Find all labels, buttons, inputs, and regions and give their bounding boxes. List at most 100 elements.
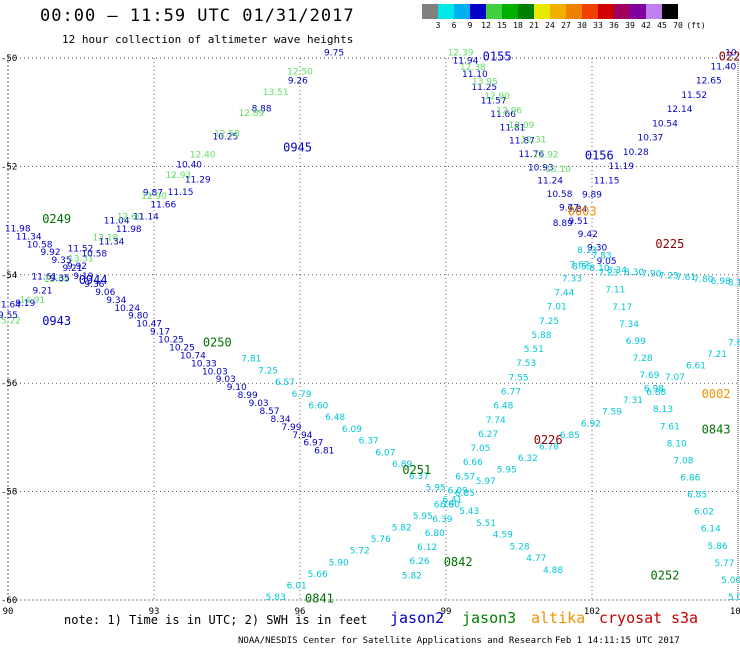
wave-height-value: 10.54 <box>652 119 678 129</box>
wave-height-value: 5.95 <box>497 466 517 476</box>
wave-height-value: 7.80 <box>693 275 713 285</box>
wave-height-value: 12.38 <box>460 63 486 73</box>
wave-height-value: 5.90 <box>329 558 349 568</box>
wave-height-value: 7.07 <box>665 373 685 383</box>
wave-height-value: 7.17 <box>612 303 632 313</box>
wave-height-value: 5.04 <box>728 593 740 603</box>
wave-height-value: 9.03 <box>249 399 269 409</box>
wave-height-value: 9.19 <box>15 299 35 309</box>
colorbar-swatch <box>454 4 470 19</box>
wave-height-value: 11.14 <box>133 213 159 223</box>
wave-height-value: 10.58 <box>547 190 573 200</box>
pass-time-label: 0249 <box>42 212 71 226</box>
pass-time-label: 0943 <box>42 314 71 328</box>
wave-height-value: 12.09 <box>509 121 535 131</box>
wave-height-value: 6.09 <box>342 425 362 435</box>
wave-height-value: 5.82 <box>392 524 412 534</box>
colorbar-swatch <box>534 4 550 19</box>
wave-height-value: 11.40 <box>711 63 737 73</box>
wave-height-value: 6.32 <box>518 454 538 464</box>
wave-height-value: 5.88 <box>531 331 551 341</box>
wave-height-value: 12.92 <box>533 150 559 160</box>
wave-height-value: 8.13 <box>577 246 597 256</box>
wave-height-value: 9.35 <box>52 256 72 266</box>
wave-height-value: 6.39 <box>432 515 452 525</box>
pass-time-label: 0003 <box>568 204 597 218</box>
wave-height-value: 4.77 <box>526 554 546 564</box>
wave-height-value: 9.21 <box>62 264 82 274</box>
wave-height-value: 15.69 <box>44 275 70 285</box>
wave-height-value: 11.24 <box>537 177 563 187</box>
pass-time-label: 0843 <box>702 422 731 436</box>
latitude-tick-label: -60 <box>1 596 17 606</box>
wave-height-value: 7.99 <box>281 423 301 433</box>
wave-height-value: 7.81 <box>241 355 261 365</box>
wave-height-value: 7.74 <box>486 416 506 426</box>
pass-time-label: 0250 <box>203 336 232 350</box>
wave-height-value: 13.95 <box>472 77 498 87</box>
wave-height-value: 8.19 <box>728 279 740 289</box>
colorbar-swatch <box>646 4 662 19</box>
colorbar-label: 70 <box>673 21 683 30</box>
colorbar-label: 36 <box>609 21 619 30</box>
wave-height-value: 14.91 <box>19 296 45 306</box>
colorbar-swatch <box>470 4 486 19</box>
wave-height-value: 6.92 <box>581 419 601 429</box>
wave-height-value: 6.79 <box>292 390 312 400</box>
wave-height-value: 5.95 <box>413 512 433 522</box>
wave-height-value: 6.12 <box>417 543 437 553</box>
wave-height-value: 12.96 <box>496 107 522 117</box>
wave-height-value: 11.98 <box>5 224 31 234</box>
wave-height-value: 6.98 <box>711 277 731 287</box>
pass-time-label: 0252 <box>651 569 680 583</box>
colorbar-label: 33 <box>593 21 603 30</box>
pass-time-label: 0251 <box>402 463 431 477</box>
wave-height-value: 5.83 <box>266 593 286 603</box>
wave-height-value: 11.19 <box>608 162 634 172</box>
wave-height-value: 5.97 <box>476 477 496 487</box>
wave-height-value: 8.10 <box>590 264 610 274</box>
colorbar-label: 30 <box>577 21 587 30</box>
colorbar-swatch <box>422 4 438 19</box>
pass-time-label: 0225 <box>655 237 684 251</box>
wave-height-value: 11.34 <box>99 237 125 247</box>
wave-height-value: 8.55 <box>572 262 592 272</box>
wave-height-value: 5.51 <box>524 345 544 355</box>
colorbar-swatch <box>566 4 582 19</box>
wave-height-value: 8.34 <box>607 266 627 276</box>
map-frame <box>7 57 739 601</box>
pass-time-label: 0155 <box>483 49 512 63</box>
wave-height-value: 12.14 <box>667 105 693 115</box>
wave-height-value: 6.07 <box>375 448 395 458</box>
pass-time-label: 0002 <box>702 387 731 401</box>
wave-height-value: 5.00 <box>721 576 740 586</box>
wave-height-value: 9.36 <box>84 280 104 290</box>
wave-height-value: 12.89 <box>238 109 264 119</box>
wave-height-value: 6.14 <box>701 525 721 535</box>
longitude-tick-label: 99 <box>441 607 452 617</box>
wave-height-value: 12.90 <box>484 92 510 102</box>
wave-height-value: 7.08 <box>673 456 693 466</box>
wave-height-value: 4.59 <box>493 531 513 541</box>
wave-height-value: 11.66 <box>150 200 176 210</box>
wave-height-value: 9.75 <box>324 48 344 58</box>
wave-height-value: 9.17 <box>150 328 170 338</box>
wave-height-value: 7.83 <box>592 252 612 262</box>
colorbar-label: 15 <box>497 21 507 30</box>
wave-height-value: 12.50 <box>287 67 313 77</box>
wave-height-value: 10.33 <box>191 359 217 369</box>
wave-height-value: 9.05 <box>597 257 617 267</box>
wave-height-value: 5.43 <box>459 507 479 517</box>
wave-height-value: 6.85 <box>560 431 580 441</box>
wave-height-value: 11.64 <box>0 300 21 310</box>
wave-height-value: 10.93 <box>528 163 554 173</box>
wave-height-value: 6.26 <box>410 557 430 567</box>
wave-height-value: 6.78 <box>539 442 559 452</box>
colorbar-label: 12 <box>481 21 491 30</box>
pass-time-label: 0842 <box>444 555 473 569</box>
longitude-tick-label: 90 <box>3 607 14 617</box>
wave-height-value: 10.47 <box>136 320 162 330</box>
wave-height-value: 6.76 <box>434 500 454 510</box>
latitude-tick-label: -58 <box>1 488 17 498</box>
